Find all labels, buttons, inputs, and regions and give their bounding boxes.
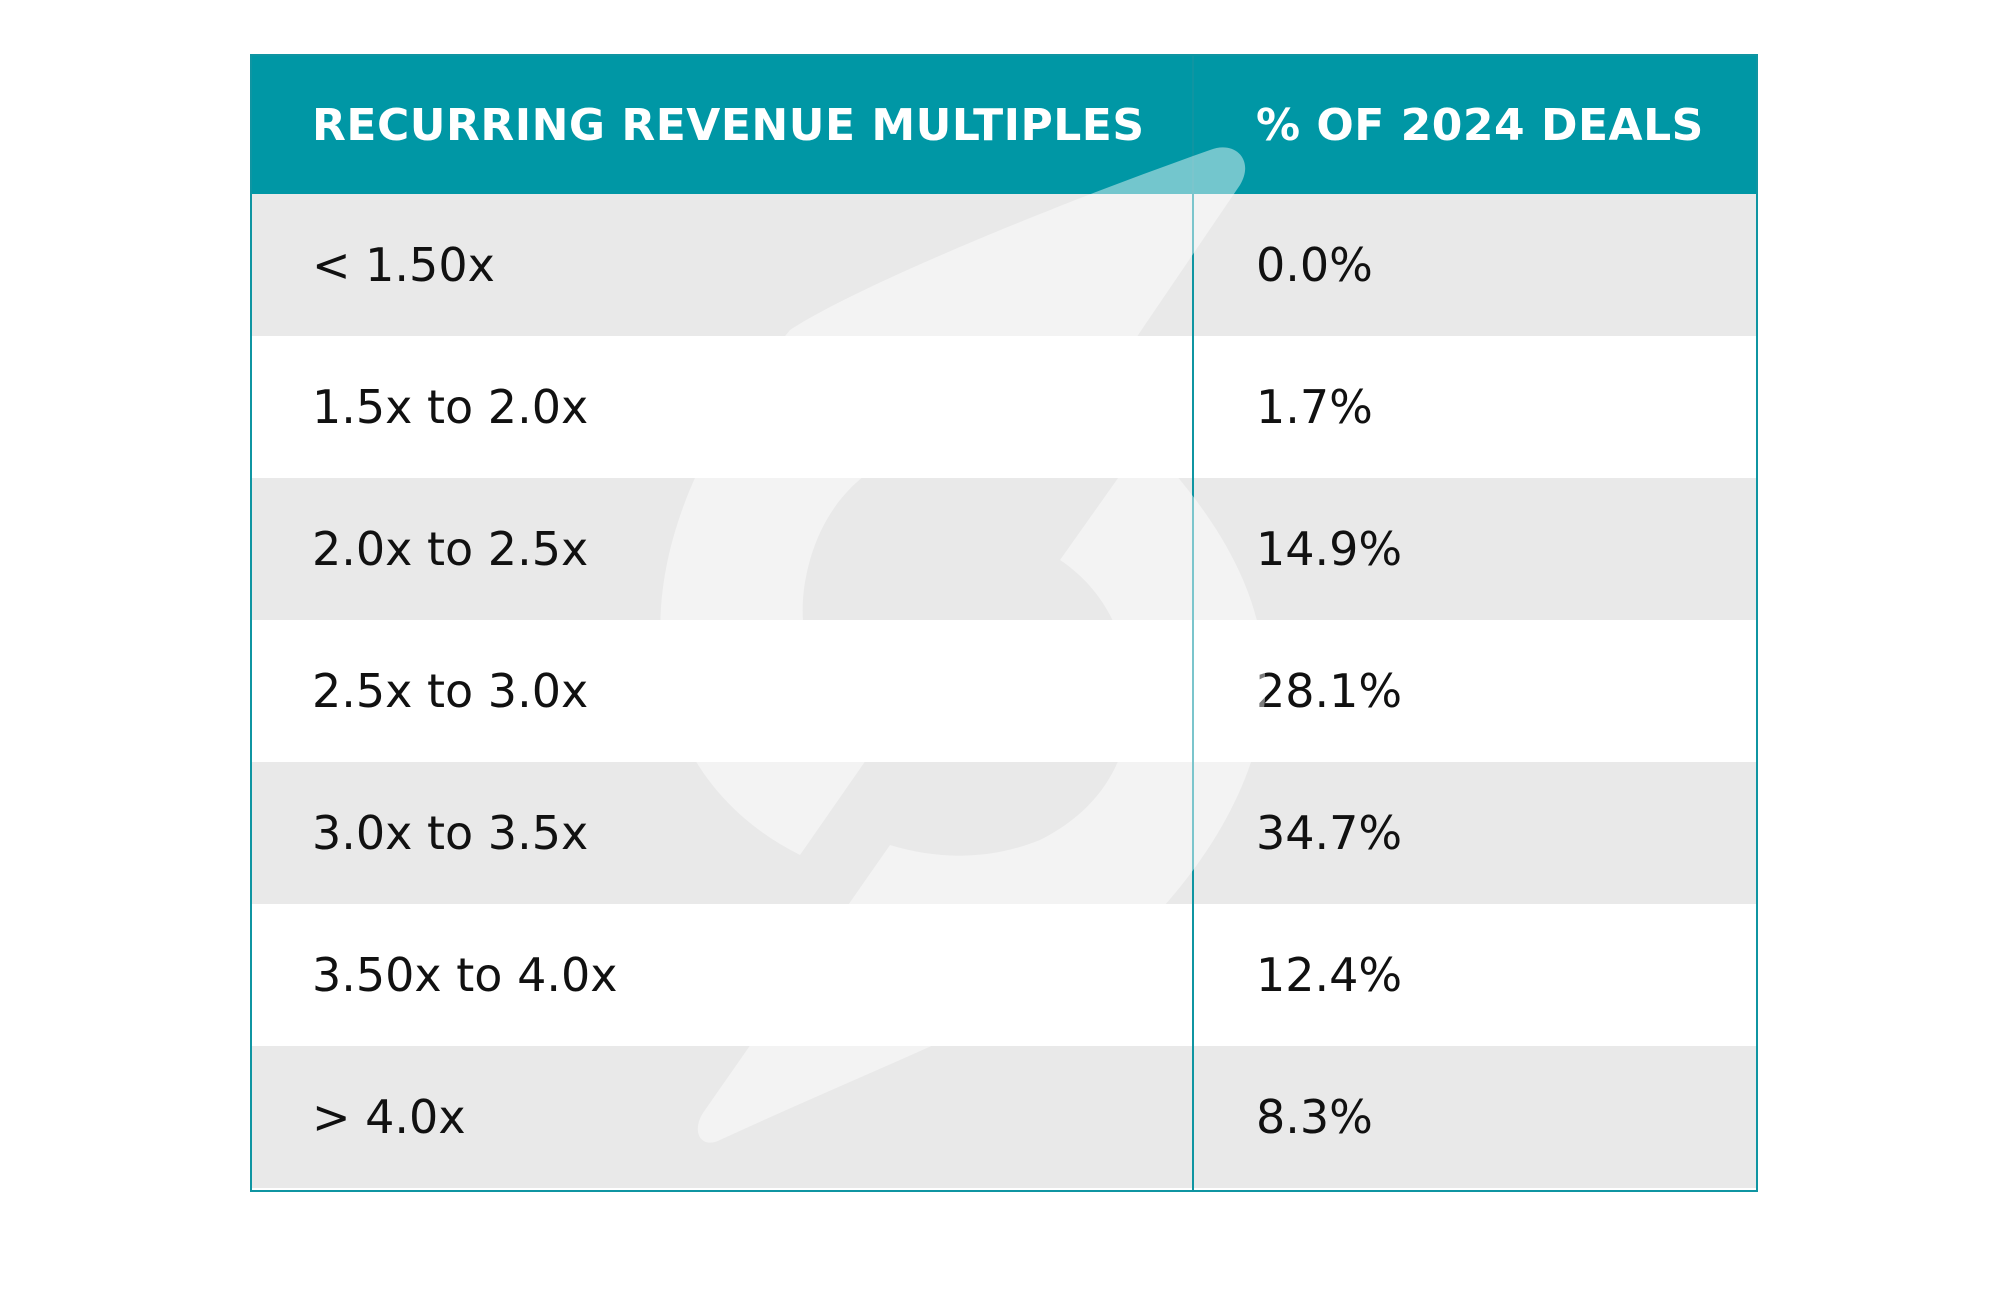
row-range: 2.5x to 3.0x: [312, 664, 589, 718]
row-percent: 12.4%: [1256, 948, 1403, 1002]
header-range: RECURRING REVENUE MULTIPLES: [312, 99, 1145, 151]
row-range: 2.0x to 2.5x: [312, 522, 589, 576]
row-percent: 0.0%: [1256, 238, 1373, 292]
row-range: 1.5x to 2.0x: [312, 380, 589, 434]
table-row: 2.5x to 3.0x 28.1%: [252, 620, 1756, 762]
table-row: > 4.0x 8.3%: [252, 1046, 1756, 1188]
table-row: 1.5x to 2.0x 1.7%: [252, 336, 1756, 478]
row-percent: 28.1%: [1256, 664, 1403, 718]
table-row: < 1.50x 0.0%: [252, 194, 1756, 336]
row-range: < 1.50x: [312, 238, 495, 292]
row-range: 3.0x to 3.5x: [312, 806, 589, 860]
column-divider: [1192, 56, 1194, 1190]
row-percent: 14.9%: [1256, 522, 1403, 576]
row-range: 3.50x to 4.0x: [312, 948, 618, 1002]
row-percent: 8.3%: [1256, 1090, 1373, 1144]
table-header-row: RECURRING REVENUE MULTIPLES % OF 2024 DE…: [252, 56, 1756, 194]
row-range: > 4.0x: [312, 1090, 466, 1144]
header-percent: % OF 2024 DEALS: [1256, 99, 1704, 151]
table-row: 2.0x to 2.5x 14.9%: [252, 478, 1756, 620]
table-row: 3.50x to 4.0x 12.4%: [252, 904, 1756, 1046]
row-percent: 34.7%: [1256, 806, 1403, 860]
multiples-table: RECURRING REVENUE MULTIPLES % OF 2024 DE…: [250, 54, 1758, 1192]
row-percent: 1.7%: [1256, 380, 1373, 434]
table-row: 3.0x to 3.5x 34.7%: [252, 762, 1756, 904]
